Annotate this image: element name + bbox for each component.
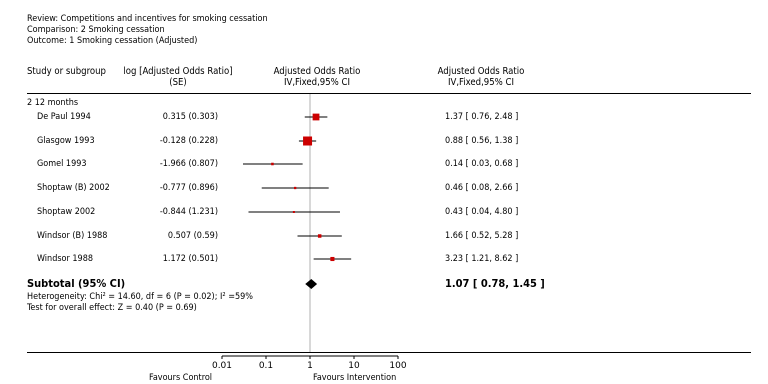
study-name: Glasgow 1993 xyxy=(37,136,95,146)
col-ci-header-1: Adjusted Odds Ratio xyxy=(437,66,525,77)
study-ci-text: 0.43 [ 0.04, 4.80 ] xyxy=(445,207,519,217)
comparison-title: Comparison: 2 Smoking cessation xyxy=(27,25,165,35)
favours-intervention-label: Favours Intervention xyxy=(313,373,397,383)
subtotal-label: Subtotal (95% CI) xyxy=(27,277,126,290)
outcome-title: Outcome: 1 Smoking cessation (Adjusted) xyxy=(27,36,198,46)
study-ci-text: 0.14 [ 0.03, 0.68 ] xyxy=(445,159,519,169)
subgroup-title: 2 12 months xyxy=(27,98,79,108)
study-name: Shoptaw (B) 2002 xyxy=(37,183,110,193)
effect-square xyxy=(303,136,313,146)
study-logor: -0.777 (0.896) xyxy=(159,183,218,193)
study-name: De Paul 1994 xyxy=(37,112,91,122)
x-tick-label: 1 xyxy=(307,361,313,371)
x-tick-label: 0.1 xyxy=(259,361,273,371)
col-ci-header-2: IV,Fixed,95% CI xyxy=(447,77,515,88)
col-study-header: Study or subgroup xyxy=(27,66,106,77)
study-logor: -0.844 (1.231) xyxy=(159,207,218,217)
favours-control-label: Favours Control xyxy=(149,373,213,383)
effect-square xyxy=(294,186,297,190)
study-ci-text: 3.23 [ 1.21, 8.62 ] xyxy=(445,254,519,264)
study-ci-text: 1.37 [ 0.76, 2.48 ] xyxy=(445,112,519,122)
study-ci-text: 0.88 [ 0.56, 1.38 ] xyxy=(445,136,519,146)
study-name: Windsor (B) 1988 xyxy=(37,231,108,241)
study-logor: 0.507 (0.59) xyxy=(167,231,218,241)
col-plot-header-1: Adjusted Odds Ratio xyxy=(273,66,361,77)
study-logor: -1.966 (0.807) xyxy=(159,159,218,169)
effect-square xyxy=(312,113,320,121)
x-tick-label: 0.01 xyxy=(212,361,232,371)
effect-square xyxy=(271,162,274,166)
study-ci-text: 0.46 [ 0.08, 2.66 ] xyxy=(445,183,519,193)
subtotal-ci-text: 1.07 [ 0.78, 1.45 ] xyxy=(445,277,545,290)
study-ci-text: 1.66 [ 0.52, 5.28 ] xyxy=(445,231,519,241)
heterogeneity-text: Heterogeneity: Chi² = 14.60, df = 6 (P =… xyxy=(27,292,254,302)
col-logor-header-1: log [Adjusted Odds Ratio] xyxy=(123,66,233,77)
study-logor: -0.128 (0.228) xyxy=(159,136,218,146)
footer-divider xyxy=(27,352,751,353)
overall-effect-text: Test for overall effect: Z = 0.40 (P = 0… xyxy=(27,303,197,313)
study-name: Shoptaw 2002 xyxy=(37,207,96,217)
pooled-diamond xyxy=(305,279,318,289)
study-name: Gomel 1993 xyxy=(37,159,87,169)
effect-square xyxy=(317,234,322,238)
effect-square xyxy=(292,211,295,213)
x-tick-label: 100 xyxy=(389,361,406,371)
study-logor: 1.172 (0.501) xyxy=(162,254,218,264)
effect-square xyxy=(330,256,335,262)
header-divider xyxy=(27,93,751,94)
x-tick-label: 10 xyxy=(348,361,360,371)
study-name: Windsor 1988 xyxy=(37,254,94,264)
col-logor-header-2: (SE) xyxy=(169,77,187,88)
col-plot-header-2: IV,Fixed,95% CI xyxy=(283,77,351,88)
study-logor: 0.315 (0.303) xyxy=(162,112,218,122)
review-title: Review: Competitions and incentives for … xyxy=(27,14,268,24)
